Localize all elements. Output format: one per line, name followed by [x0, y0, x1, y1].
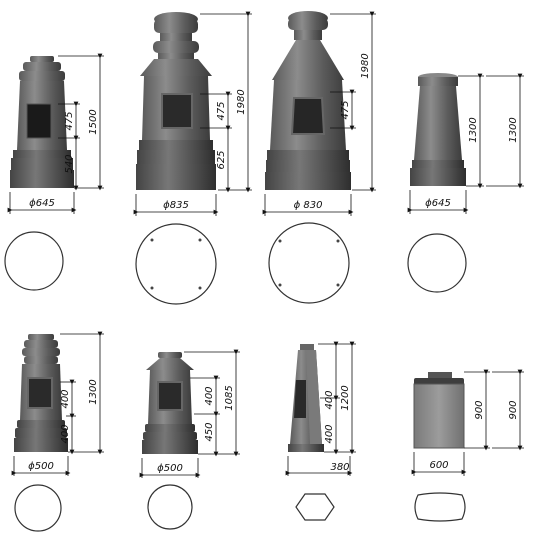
pedestal-8: 900 900 600	[411, 369, 524, 476]
p2-base-height: 625	[216, 150, 227, 169]
p1-diameter: ϕ645	[29, 198, 55, 209]
p3-diameter: ϕ 830	[294, 200, 323, 211]
p2-door-height: 475	[216, 101, 227, 120]
p5-diameter: ϕ500	[28, 461, 54, 472]
pedestal-7-door	[294, 380, 306, 418]
p6-total-height: 1085	[224, 385, 235, 410]
p3-total-height: 1980	[360, 53, 371, 78]
p1-door-height: 475	[64, 111, 75, 130]
pedestal-5-door	[27, 377, 53, 409]
p4-total-height: 1300	[508, 117, 519, 142]
p8-plan-shape	[414, 492, 466, 522]
p6-upper-height: 400	[204, 386, 215, 405]
pedestal-3: 1980 475 ϕ 830	[262, 11, 376, 216]
p3-plan-circle	[268, 222, 350, 304]
pedestal-4: 1300 1300 ϕ645	[407, 73, 524, 214]
p7-width: 380	[330, 462, 349, 473]
p2-total-height: 1980	[236, 89, 247, 114]
pedestal-1-door	[26, 103, 52, 139]
p4-plan-circle	[407, 233, 467, 293]
pedestal-3-door	[290, 97, 326, 135]
p8-body-height: 900	[474, 400, 485, 419]
p2-diameter: ϕ835	[163, 200, 189, 211]
pedestal-2-door	[161, 93, 193, 129]
p6-plan-circle	[147, 484, 193, 530]
p5-upper-height: 400	[60, 389, 71, 408]
p7-total-height: 1200	[340, 385, 351, 410]
p8-width: 600	[429, 460, 448, 471]
p8-total-height: 900	[508, 400, 519, 419]
p1-base-height: 540	[64, 154, 75, 173]
p1-plan-circle	[4, 231, 64, 291]
p4-body-height: 1300	[468, 117, 479, 142]
pedestal-6-door	[157, 381, 183, 411]
p5-total-height: 1300	[88, 379, 99, 404]
pedestal-2: 1980 475 625 ϕ835	[133, 11, 252, 216]
p7-plan-hexagon	[295, 493, 335, 521]
p7-lower-height: 400	[324, 424, 335, 443]
pedestal-7: 1200 400 400 380	[285, 341, 356, 476]
pedestal-6: 1085 400 450 ϕ500	[139, 349, 240, 478]
p3-door-height: 475	[340, 100, 351, 119]
p5-plan-circle	[14, 484, 62, 532]
p7-upper-height: 400	[324, 390, 335, 409]
p5-lower-height: 400	[60, 424, 71, 443]
p6-lower-height: 450	[204, 422, 215, 441]
p4-diameter: ϕ645	[425, 198, 451, 209]
p6-diameter: ϕ500	[157, 463, 183, 474]
p1-total-height: 1500	[88, 109, 99, 134]
pedestal-5: 1300 400 400 ϕ500	[11, 331, 104, 476]
pedestal-1: 1500 475 540 ϕ645	[7, 53, 104, 214]
p2-plan-circle	[135, 223, 217, 305]
